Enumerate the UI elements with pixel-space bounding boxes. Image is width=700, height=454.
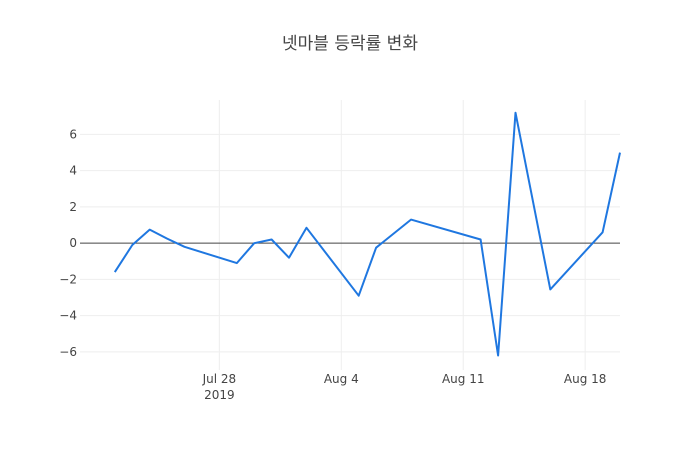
series-layer [113,111,621,357]
y-tick-label: 6 [69,127,77,141]
x-tick-label: Jul 28 [202,372,237,386]
y-tick-label: −2 [59,272,77,286]
y-tick-label: 4 [69,164,77,178]
grid-layer [80,100,620,370]
y-tick-label: 0 [69,236,77,250]
x-tick-label: Aug 11 [442,372,485,386]
x-tick-sublabel: 2019 [204,388,235,402]
y-tick-label: −4 [59,309,77,323]
chart-title: 넷마블 등락률 변화 [282,34,418,54]
y-axis-ticks: 6 4 2 0 −2 −4 −6 [59,127,77,358]
y-tick-label: −6 [59,345,77,359]
series-line [113,111,621,357]
x-tick-label: Aug 18 [564,372,607,386]
y-tick-label: 2 [69,200,77,214]
x-axis-ticks: Jul 28 2019 Aug 4 Aug 11 Aug 18 [202,372,607,402]
x-tick-label: Aug 4 [324,372,359,386]
